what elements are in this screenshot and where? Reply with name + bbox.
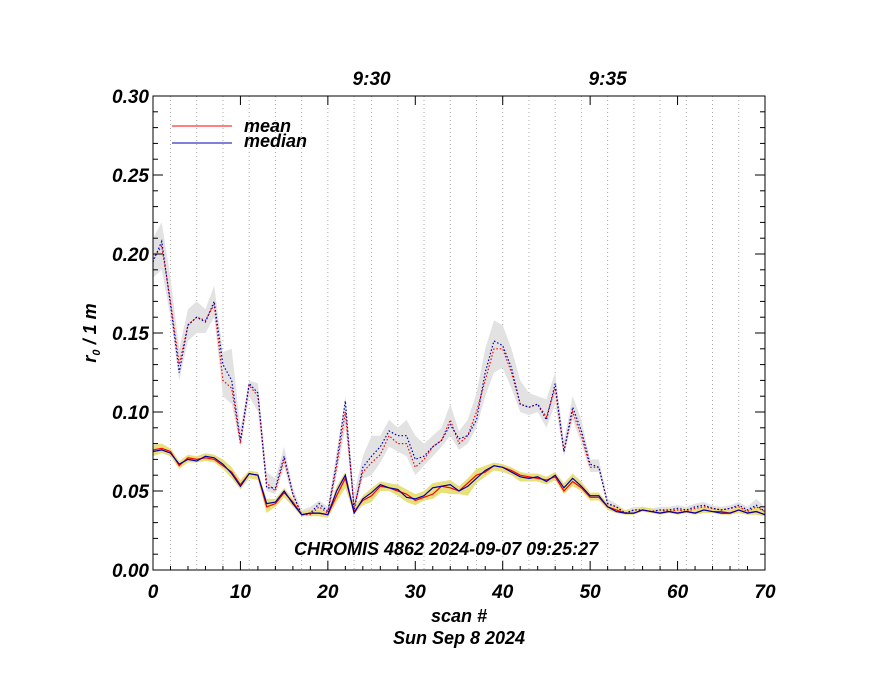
- y-tick-label-0.05: 0.05: [112, 482, 149, 503]
- band-layer: [153, 222, 765, 518]
- y-axis-label-sub: 0: [91, 349, 103, 356]
- grid-layer: [169, 96, 766, 570]
- series-layer: [152, 239, 766, 516]
- series-median-lower-line: [152, 449, 766, 516]
- y-tick-label-0.00: 0.00: [112, 561, 149, 582]
- plot-frame: [152, 95, 766, 571]
- series-median-upper-line: [152, 239, 766, 516]
- y-axis-label-main: r: [80, 355, 100, 363]
- y-axis-label-suffix: / 1 m: [80, 303, 100, 349]
- top-tick-label-0: 9:30: [353, 69, 391, 90]
- chart-annotation: CHROMIS 4862 2024-09-07 09:25:27: [294, 539, 599, 559]
- legend: mean median: [172, 116, 307, 151]
- upper-spread-band: [153, 222, 765, 517]
- y-tick-label-0.25: 0.25: [112, 166, 149, 187]
- legend-mean-label: mean: [244, 116, 291, 136]
- x-tick-label-50: 50: [580, 582, 602, 603]
- x-tick-label-30: 30: [405, 582, 427, 603]
- svg-text:r0 / 1 m: r0 / 1 m: [80, 303, 103, 362]
- x-tick-label-40: 40: [491, 582, 514, 603]
- x-tick-label-10: 10: [230, 582, 252, 603]
- y-axis-label: r0 / 1 m: [80, 303, 103, 362]
- y-tick-label-0.15: 0.15: [112, 324, 149, 345]
- date-label: Sun Sep 8 2024: [393, 628, 525, 648]
- legend-median-label: median: [244, 131, 307, 151]
- top-tick-label-1: 9:35: [589, 69, 627, 90]
- x-tick-label-20: 20: [316, 582, 339, 603]
- x-tick-label-0: 0: [148, 582, 159, 603]
- x-tick-label-70: 70: [754, 582, 776, 603]
- x-tick-label-60: 60: [667, 582, 689, 603]
- y-tick-label-0.30: 0.30: [112, 87, 149, 108]
- top-tick-layer: 9:30 9:35: [353, 69, 628, 90]
- tick-layer: 0 10 20 30 40 50 60 70 0.00 0.05 0.10 0.15 0.20 0.25 0…: [112, 87, 776, 603]
- y-tick-label-0.10: 0.10: [112, 403, 149, 424]
- y-tick-label-0.20: 0.20: [112, 245, 149, 266]
- series-mean-upper-line: [152, 244, 766, 516]
- x-axis-label: scan #: [431, 606, 487, 626]
